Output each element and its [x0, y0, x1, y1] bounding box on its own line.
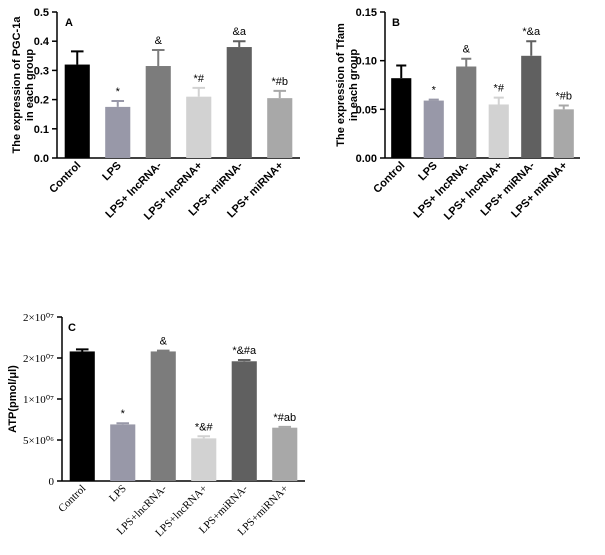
error-bar: [396, 64, 407, 79]
y-axis-label: ATP(pmol/μl): [7, 365, 19, 433]
y-tick-label: 0.05: [356, 104, 377, 116]
error-bar: [278, 425, 292, 428]
bar: [272, 427, 298, 481]
annotation: *#: [194, 73, 205, 85]
bar: [150, 351, 176, 481]
annotation: *: [432, 85, 437, 97]
y-axis-label: in each group: [24, 49, 36, 121]
y-tick-label: 0.4: [34, 36, 50, 48]
error-bar: [75, 348, 89, 352]
error-bar: [111, 100, 125, 107]
error-bar: [151, 48, 165, 67]
y-tick-label: 2×10⁰⁷: [23, 353, 54, 365]
x-tick-label: LPS: [107, 483, 129, 505]
bar: [110, 424, 136, 481]
bar: [423, 100, 444, 158]
error-bar: [428, 98, 439, 101]
panel-label: C: [68, 322, 76, 334]
annotation: &: [463, 44, 471, 56]
bar: [226, 47, 252, 158]
annotation: *#: [494, 83, 505, 95]
bar: [64, 64, 90, 158]
annotation: &a: [233, 26, 247, 38]
annotation: &: [160, 336, 168, 348]
error-bar: [116, 422, 130, 425]
y-tick-label: 0.5: [34, 7, 49, 19]
annotation: *&a: [522, 26, 541, 38]
annotation: *: [116, 86, 121, 98]
error-bar: [232, 40, 246, 48]
y-tick-label: 0.3: [34, 65, 49, 77]
bar: [488, 104, 509, 158]
x-tick-label: LPS: [100, 160, 124, 184]
y-axis-label: in each group: [348, 49, 360, 121]
y-tick-label: 5×10⁰⁶: [23, 435, 54, 447]
bar: [267, 98, 293, 158]
bar: [231, 361, 257, 481]
bar: [191, 438, 217, 481]
error-bar: [70, 50, 84, 65]
bar: [521, 55, 542, 158]
error-bar: [192, 86, 206, 97]
annotation: &: [155, 35, 163, 47]
y-tick-label: 0.2: [34, 95, 49, 107]
bar: [456, 66, 477, 158]
y-tick-label: 0.0: [34, 153, 49, 165]
x-tick-label: LPS+ lncRNA+: [442, 160, 505, 223]
x-tick-label: LPS+ miRNA+: [509, 160, 570, 221]
error-bar: [461, 57, 472, 67]
y-tick-label: 0.10: [356, 56, 377, 68]
bar: [145, 66, 171, 158]
x-tick-label: LPS+ lncRNA-: [411, 159, 472, 220]
error-bar: [273, 89, 287, 99]
y-tick-label: 2×10⁰⁷: [23, 312, 54, 324]
y-tick-label: 0: [49, 476, 55, 488]
y-tick-label: 1×10⁰⁷: [23, 394, 54, 406]
x-tick-label: Control: [371, 160, 407, 196]
error-bar: [493, 96, 504, 105]
error-bar: [237, 359, 251, 362]
bar: [553, 109, 574, 158]
y-tick-label: 0.15: [356, 7, 377, 19]
panel-label: B: [392, 17, 400, 29]
error-bar: [558, 104, 569, 110]
bar: [69, 351, 95, 481]
x-tick-label: LPS: [416, 160, 440, 184]
x-tick-label: Control: [47, 160, 83, 196]
y-tick-label: 0.00: [356, 153, 377, 165]
bar: [186, 96, 212, 158]
annotation: *#b: [271, 76, 288, 88]
bar: [391, 78, 412, 158]
annotation: *#ab: [273, 412, 296, 424]
bar: [105, 106, 131, 158]
annotation: *: [121, 408, 126, 420]
annotation: *&#: [195, 421, 214, 433]
panel-label: A: [65, 17, 73, 29]
y-axis-label: The expression of Tfam: [335, 23, 347, 147]
y-axis-label: The expression of PGC-1a: [11, 16, 23, 154]
y-tick-label: 0.1: [34, 124, 49, 136]
annotation: *&#a: [232, 345, 257, 357]
annotation: *#b: [555, 90, 572, 102]
x-tick-label: Control: [56, 483, 88, 515]
error-bar: [156, 349, 170, 352]
error-bar: [197, 435, 211, 439]
error-bar: [526, 40, 537, 56]
